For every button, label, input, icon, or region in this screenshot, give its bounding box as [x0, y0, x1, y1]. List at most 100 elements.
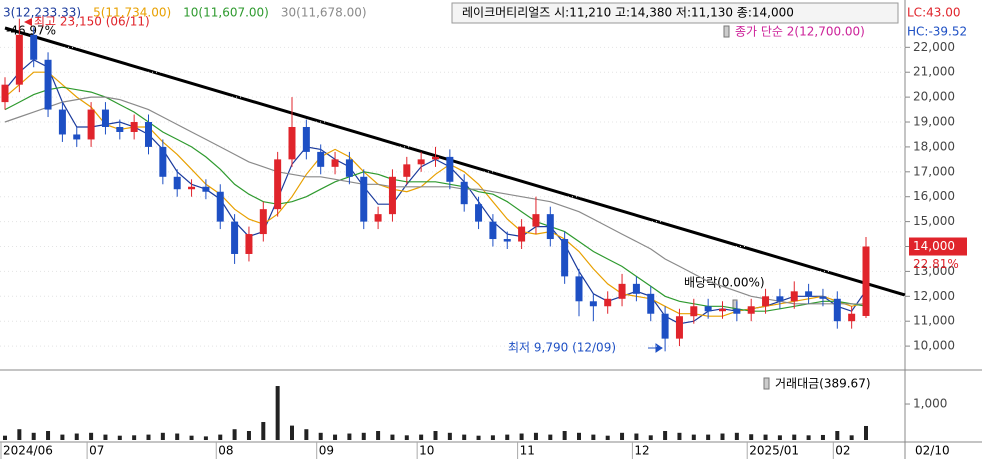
volume-bar [433, 431, 438, 440]
volume-bar [275, 386, 280, 440]
volume-bar [318, 432, 323, 440]
candle-body [661, 313, 669, 339]
volume-bar [562, 431, 567, 440]
legend-marker [723, 25, 730, 38]
volume-bar [31, 432, 36, 440]
x-tick-label: 08 [218, 444, 233, 458]
volume-bar [89, 432, 94, 440]
close-ref-label: 종가 단순 2(12,700.00) [735, 25, 865, 39]
candle-body [216, 191, 224, 222]
volume-bar [189, 435, 194, 440]
volume-bar [246, 431, 251, 440]
y-tick-label: 15,000 [913, 214, 955, 228]
y-tick-label: 10,000 [913, 339, 955, 353]
volume-bar [74, 433, 79, 440]
volume-bar [806, 435, 811, 440]
candle-body [345, 159, 353, 177]
header-box [451, 2, 899, 24]
low-label: 최저 9,790 (12/09) [508, 341, 616, 355]
candle-body [130, 122, 138, 132]
volume-bar [390, 434, 395, 440]
candle-body [647, 293, 655, 314]
candle-body [503, 239, 511, 242]
volume-bar [476, 435, 481, 440]
candle-body [159, 146, 167, 177]
volume-bar [447, 432, 452, 440]
candle-body [173, 176, 181, 190]
volume-bar [160, 432, 165, 440]
candle-body [331, 159, 339, 167]
volume-bar [792, 434, 797, 440]
legend-entry: 3(12,233.33) [3, 6, 81, 20]
volume-bar [103, 434, 108, 440]
candle-body [231, 221, 239, 254]
candle-body [245, 234, 253, 254]
x-tick-label: 11 [520, 444, 535, 458]
y-tick-label: 11,000 [913, 314, 955, 328]
header: 레이크머티리얼즈 시:11,210 고:14,380 저:11,130 종:14… [462, 6, 794, 20]
volume-bar [620, 432, 625, 440]
candle-body [704, 306, 712, 312]
volume-bar [505, 434, 510, 440]
volume-bar [490, 435, 495, 440]
candle-body [618, 283, 626, 299]
candle-body [532, 214, 540, 227]
volume-bar [132, 435, 137, 440]
volume-bar [60, 434, 65, 440]
y-tick-label: 22,000 [913, 40, 955, 54]
volume-bar [146, 434, 151, 440]
candle-body [30, 34, 38, 60]
volume-bar [835, 431, 840, 440]
volume-bar [462, 434, 467, 440]
candle-body [317, 151, 325, 167]
volume-bar [533, 432, 538, 440]
candle-body [360, 176, 368, 222]
candle-body [790, 291, 798, 302]
volume-bar [605, 435, 610, 440]
hc-label: HC:-39.52 [907, 25, 967, 39]
volume-bar [648, 435, 653, 440]
x-tick-label: 07 [89, 444, 104, 458]
volume-bar [749, 434, 754, 440]
legend-entry: 30(11,678.00) [281, 6, 367, 20]
volume-bar [333, 434, 338, 440]
candle-body [116, 126, 124, 132]
candle-body [446, 156, 454, 182]
moving-average [4, 96, 867, 305]
candle-body [73, 134, 81, 140]
volume-tick-label: 1,000 [913, 397, 947, 411]
volume-bar [347, 433, 352, 440]
candle-body [518, 226, 526, 242]
volume-bar [203, 436, 208, 440]
candle-body [288, 126, 296, 160]
x-tick-label: 2025/01 [749, 444, 799, 458]
lc-label: LC:43.00 [907, 6, 960, 20]
candle-body [675, 316, 683, 339]
y-tick-label: 12,000 [913, 289, 955, 303]
y-tick-label: 19,000 [913, 115, 955, 129]
volume-bar [261, 422, 266, 440]
volume-bar [117, 435, 122, 440]
candle-body [202, 186, 210, 192]
candle-body [546, 214, 554, 240]
y-tick-label: 16,000 [913, 189, 955, 203]
candle-body [805, 291, 813, 297]
last-price: 14,000 [913, 239, 955, 253]
volume-bar [46, 431, 51, 440]
candle-body [632, 283, 640, 294]
volume-bar [404, 435, 409, 440]
candle-body [15, 34, 23, 85]
candle-body [87, 109, 95, 140]
candle-body [489, 221, 497, 240]
candle-body [819, 296, 827, 299]
x-end-label: 02/10 [915, 444, 950, 458]
candle-body [101, 109, 109, 127]
volume-bar [777, 435, 782, 440]
candle-body [145, 122, 152, 147]
volume-title: 거래대금(389.67) [775, 377, 871, 391]
volume-bar [17, 429, 22, 440]
last-price-box [909, 237, 967, 256]
candle-body [719, 308, 726, 312]
volume-bar [3, 435, 7, 440]
